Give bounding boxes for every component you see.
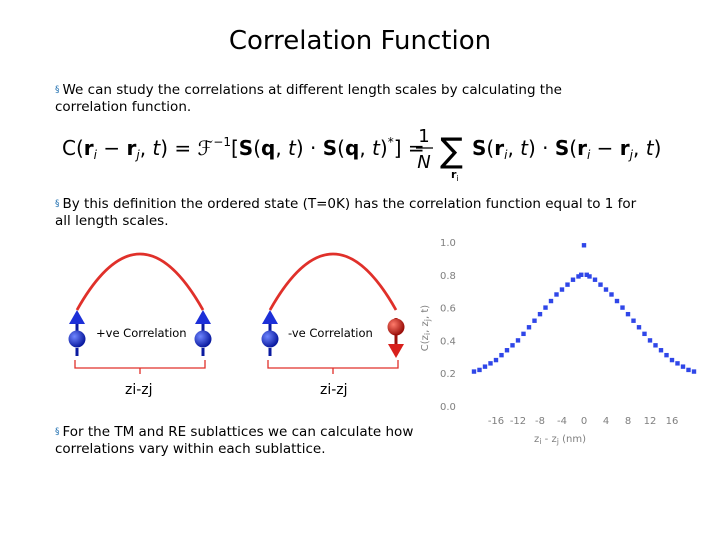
correlation-arc <box>75 252 205 311</box>
bullet-marker: § <box>55 427 60 437</box>
spin-up-icon <box>261 310 279 356</box>
data-point <box>532 318 537 323</box>
svg-text:1: 1 <box>418 126 429 147</box>
data-point <box>609 292 614 297</box>
svg-text:N: N <box>417 152 430 173</box>
bullet-1: § We can study the correlations at differ… <box>55 82 635 116</box>
data-point <box>620 305 625 310</box>
data-point <box>482 364 488 369</box>
data-point <box>691 369 697 374</box>
negative-correlation-diagram <box>261 252 405 374</box>
y-tick-label: 0.4 <box>440 336 456 347</box>
data-point <box>675 361 680 366</box>
data-point <box>669 357 675 363</box>
data-point <box>499 352 504 358</box>
slide-title: Correlation Function <box>228 26 492 56</box>
data-point <box>653 343 658 348</box>
data-point <box>554 292 559 297</box>
bullet-2-text: By this definition the ordered state (T=… <box>55 196 637 229</box>
bullet-marker: § <box>55 199 60 209</box>
svg-text:∑: ∑ <box>440 131 463 171</box>
svg-text:ri: ri <box>451 168 459 182</box>
correlation-formula: C(ri − rj, t) = ℱ−1[S(q, t) · S(q, t)*] … <box>62 126 661 182</box>
data-point <box>493 357 499 363</box>
x-tick-label: 4 <box>603 416 609 427</box>
data-point <box>603 287 609 292</box>
data-point <box>471 369 477 374</box>
data-point <box>559 287 565 292</box>
data-point <box>625 311 631 317</box>
x-tick-label: 16 <box>666 416 679 427</box>
data-point <box>664 352 669 358</box>
bullet-2: § By this definition the ordered state (T… <box>55 196 645 230</box>
positive-correlation-label: +ve Correlation <box>96 326 187 340</box>
x-tick-label: -4 <box>557 416 567 427</box>
y-tick-label: 0.6 <box>440 304 456 315</box>
distance-bracket <box>74 360 206 369</box>
data-point <box>631 318 636 323</box>
svg-text:C(ri − rj, t) = ℱ−1[S(q, t) ·: C(ri − rj, t) = ℱ−1[S(q, t) · S(q, t)*] … <box>62 135 425 162</box>
negative-correlation-label: -ve Correlation <box>288 326 373 340</box>
data-point <box>592 277 598 282</box>
data-point <box>579 272 584 277</box>
bullet-1-text: We can study the correlations at differe… <box>55 82 562 115</box>
data-point <box>570 277 576 282</box>
y-tick-label: 0.2 <box>440 369 456 380</box>
x-tick-label: -16 <box>488 416 504 427</box>
y-axis-label: C(zi, zj, t) <box>420 305 432 351</box>
data-point <box>537 311 543 317</box>
data-point <box>477 367 482 373</box>
data-point <box>548 298 554 304</box>
data-point <box>686 367 691 373</box>
data-point <box>543 305 548 310</box>
spin-up-icon <box>68 310 86 356</box>
positive-correlation-diagram <box>68 252 212 374</box>
data-point <box>510 343 515 348</box>
x-tick-label: 0 <box>581 416 587 427</box>
y-tick-label: 0.8 <box>440 271 456 282</box>
data-point <box>658 348 664 353</box>
data-point <box>581 243 587 248</box>
data-point <box>614 298 620 304</box>
y-tick-label: 1.0 <box>440 238 456 249</box>
positive-distance-label: zi-zj <box>125 382 153 398</box>
data-point <box>521 331 526 337</box>
data-point <box>584 272 589 277</box>
bullet-marker: § <box>55 85 60 95</box>
y-tick-label: 0.0 <box>440 402 456 413</box>
data-point <box>576 274 581 279</box>
data-point <box>587 274 592 279</box>
data-point <box>488 361 493 366</box>
data-point <box>504 348 510 353</box>
svg-text:S(ri, t) · S(ri − rj, t): S(ri, t) · S(ri − rj, t) <box>472 136 661 162</box>
distance-bracket <box>267 360 399 369</box>
correlation-arc <box>268 252 398 311</box>
data-point <box>647 338 653 343</box>
data-point <box>636 325 642 330</box>
negative-distance-label: zi-zj <box>320 382 348 398</box>
x-tick-label: 8 <box>625 416 631 427</box>
spin-down-icon <box>387 318 405 358</box>
data-point <box>565 282 570 287</box>
x-tick-label: 12 <box>644 416 657 427</box>
data-point <box>680 364 686 369</box>
x-tick-label: -12 <box>510 416 526 427</box>
data-point <box>515 338 521 343</box>
bullet-3-text: For the TM and RE sublattices we can cal… <box>55 424 414 457</box>
spin-up-icon <box>194 310 212 356</box>
correlation-chart: C(zi, zj, t) 0.0 0.2 0.4 0.6 0.8 1.0 -16 -12 -8… <box>420 238 697 446</box>
data-point <box>642 331 647 337</box>
data-point <box>598 282 603 287</box>
x-tick-label: -8 <box>535 416 545 427</box>
x-axis-label: zi - zj (nm) <box>534 434 586 446</box>
data-point <box>526 325 532 330</box>
bullet-3: § For the TM and RE sublattices we can ca… <box>55 424 425 458</box>
